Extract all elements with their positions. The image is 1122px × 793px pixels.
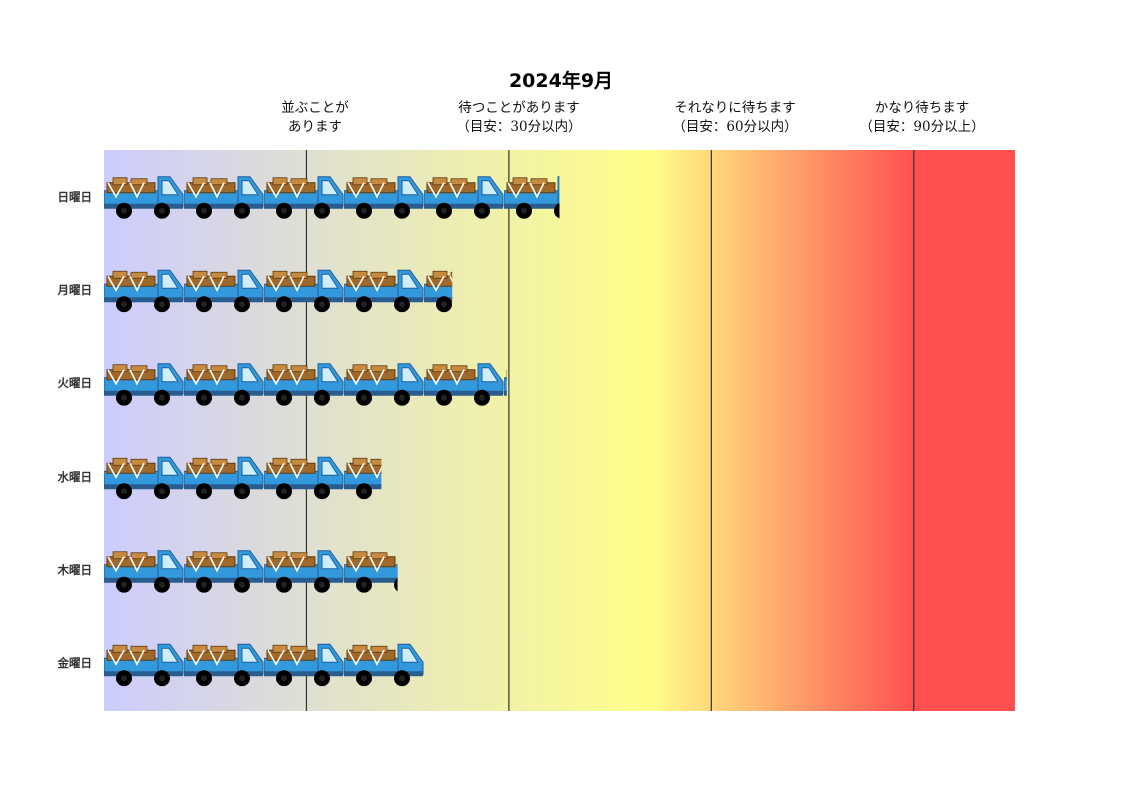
level-label-90min-line2: （目安：90分以上） (859, 119, 985, 135)
level-label-30min-line1: 待つことがあります (458, 100, 580, 116)
chart-title: 2024年9月 (508, 70, 614, 92)
row-label-friday: 金曜日 (57, 656, 93, 670)
level-label-60min-line1: それなりに待ちます (674, 100, 796, 116)
row-label-wednesday: 水曜日 (57, 470, 93, 484)
level-label-90min-line1: かなり待ちます (874, 100, 970, 116)
row-label-monday: 月曜日 (57, 283, 93, 297)
row-label-thursday: 木曜日 (57, 563, 93, 577)
level-label-line-up: 並ぶことが あります (215, 99, 415, 137)
level-label-60min-line2: （目安：60分以内） (672, 119, 798, 135)
level-label-60min: それなりに待ちます （目安：60分以内） (635, 99, 835, 137)
plot-background (104, 150, 1015, 711)
level-label-30min-line2: （目安：30分以内） (456, 119, 582, 135)
level-label-line-up-line1: 並ぶことが (281, 100, 349, 116)
level-label-30min: 待つことがあります （目安：30分以内） (419, 99, 619, 137)
level-label-90min: かなり待ちます （目安：90分以上） (822, 99, 1022, 137)
row-label-sunday: 日曜日 (57, 190, 93, 204)
level-label-line-up-line2: あります (288, 119, 342, 135)
row-label-tuesday: 火曜日 (57, 376, 93, 390)
